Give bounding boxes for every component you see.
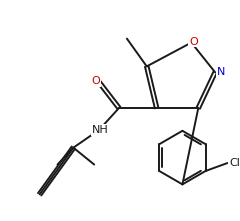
Text: O: O (92, 76, 101, 86)
Text: Cl: Cl (229, 158, 240, 168)
Text: N: N (217, 67, 225, 77)
Text: NH: NH (92, 125, 108, 135)
Text: O: O (189, 37, 198, 47)
